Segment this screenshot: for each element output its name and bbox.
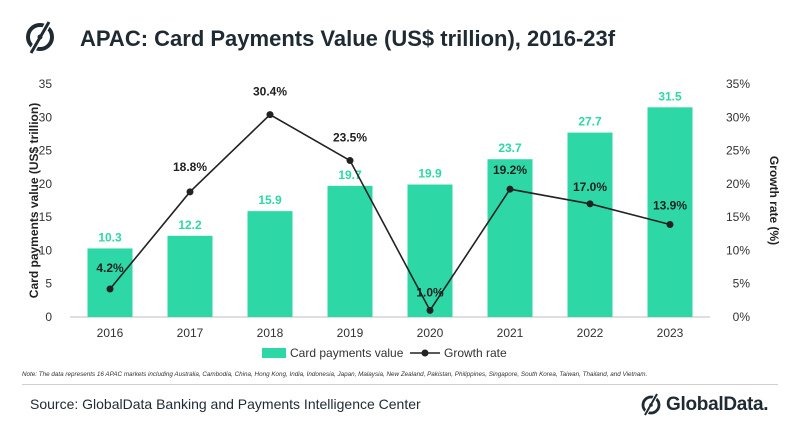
y2-tick-label: 25%	[726, 144, 750, 158]
growth-point	[426, 306, 434, 314]
x-tick-label: 2019	[337, 326, 364, 340]
legend-label-bars: Card payments value	[290, 346, 404, 360]
growth-data-label: 18.8%	[173, 160, 207, 174]
x-tick-label: 2017	[177, 326, 204, 340]
bar-data-label: 10.3	[98, 230, 122, 244]
footer-divider	[22, 384, 778, 385]
bar-data-label: 15.9	[258, 193, 282, 207]
y-tick-label: 35	[39, 77, 53, 91]
y-tick-label: 0	[45, 310, 52, 324]
x-tick-label: 2018	[257, 326, 284, 340]
bar-data-label: 19.9	[418, 167, 442, 181]
growth-point	[186, 188, 194, 196]
growth-data-label: 19.2%	[493, 163, 527, 177]
bar-data-label: 23.7	[498, 141, 522, 155]
page-title: APAC: Card Payments Value (US$ trillion)…	[80, 26, 616, 51]
legend-label-growth: Growth rate	[444, 346, 507, 360]
growth-data-label: 4.2%	[96, 261, 124, 275]
y2-tick-label: 35%	[726, 77, 750, 91]
growth-point	[266, 111, 274, 119]
x-tick-label: 2016	[97, 326, 124, 340]
y2-tick-label: 5%	[733, 277, 751, 291]
bar-data-label: 12.2	[178, 218, 202, 232]
x-tick-label: 2020	[417, 326, 444, 340]
y2-tick-label: 10%	[726, 243, 750, 257]
combo-chart: 0 5 10 15 20 25 30 35 0% 5% 10% 15% 20% 25% 30% 35% Card…	[27, 77, 781, 360]
growth-data-label: 30.4%	[253, 85, 287, 99]
bar	[167, 235, 213, 317]
y2-tick-label: 15%	[726, 210, 750, 224]
bar	[567, 132, 613, 317]
bar	[87, 248, 133, 317]
growth-point	[106, 285, 114, 293]
y2-tick-label: 30%	[726, 110, 750, 124]
globaldata-logo-icon	[26, 20, 54, 55]
y-tick-label: 15	[39, 210, 53, 224]
y-axis-title: Card payments value (US$ trillion)	[27, 103, 41, 298]
legend-swatch-bars	[262, 348, 286, 358]
x-tick-label: 2021	[497, 326, 524, 340]
growth-data-label: 13.9%	[653, 198, 687, 212]
y-tick-label: 25	[39, 144, 53, 158]
source-text: Source: GlobalData Banking and Payments …	[30, 396, 421, 412]
growth-point	[666, 220, 674, 228]
bar	[247, 211, 293, 317]
growth-point	[586, 200, 594, 208]
y2-tick-label: 0%	[733, 310, 751, 324]
brand-logo: GlobalData.	[640, 391, 790, 419]
data-note: Note: The data represents 16 APAC market…	[22, 371, 648, 378]
bar	[487, 159, 533, 317]
bar	[647, 107, 693, 317]
bar	[327, 185, 373, 317]
legend-marker-growth	[421, 349, 429, 357]
growth-data-label: 23.5%	[333, 131, 367, 145]
y-tick-label: 5	[45, 277, 52, 291]
x-tick-label: 2022	[577, 326, 604, 340]
header: APAC: Card Payments Value (US$ trillion)…	[0, 0, 800, 68]
y-tick-label: 10	[39, 243, 53, 257]
growth-point	[346, 157, 354, 165]
y-tick-label: 30	[39, 110, 53, 124]
y-tick-label: 20	[39, 177, 53, 191]
bar	[407, 184, 453, 317]
growth-data-label: 1.0%	[416, 285, 444, 299]
brand-name: GlobalData.	[666, 394, 769, 415]
y2-tick-label: 20%	[726, 177, 750, 191]
bar-data-label: 31.5	[658, 89, 682, 103]
growth-point	[506, 185, 514, 193]
y2-axis-title: Growth rate (%)	[767, 156, 781, 245]
bar-data-label: 27.7	[578, 115, 602, 129]
x-tick-label: 2023	[657, 326, 684, 340]
growth-line	[109, 113, 671, 312]
globaldata-brand-icon	[641, 393, 661, 416]
growth-data-label: 17.0%	[573, 180, 607, 194]
